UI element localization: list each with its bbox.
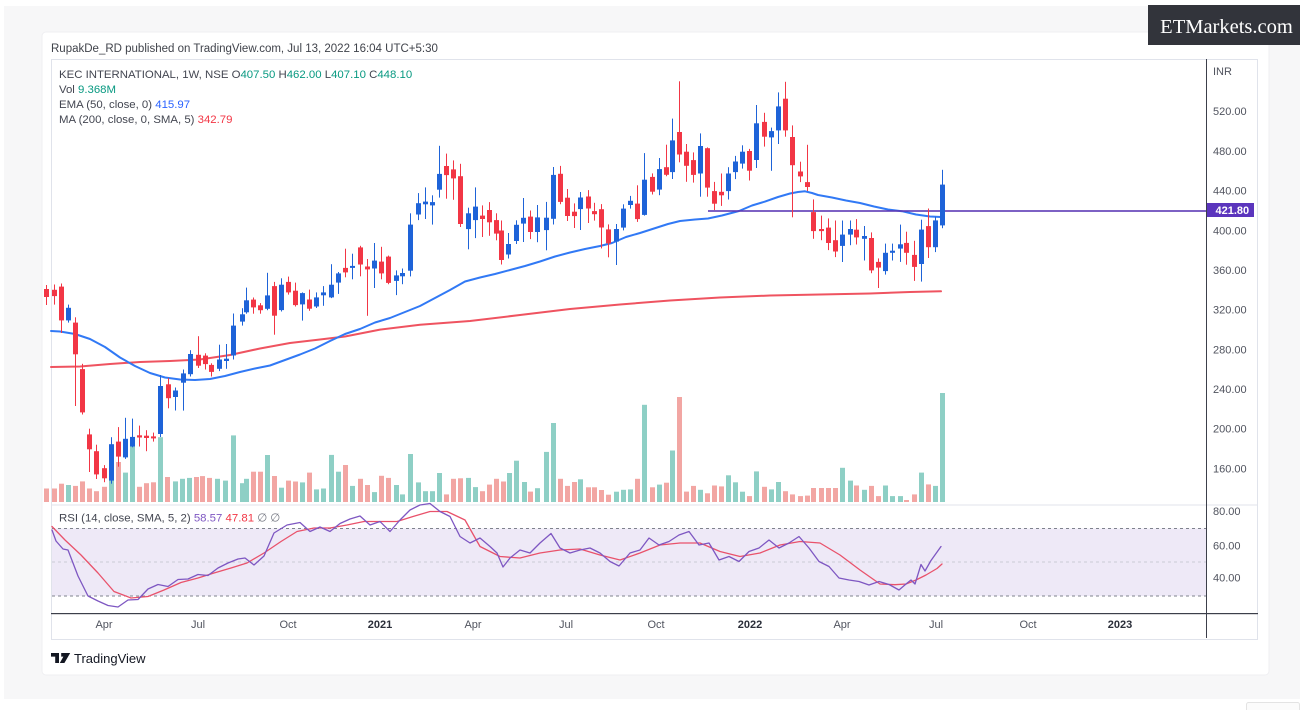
- svg-text:KEC INTERNATIONAL, 1W, NSE O40: KEC INTERNATIONAL, 1W, NSE O407.50 H462.…: [59, 69, 412, 81]
- svg-text:2021: 2021: [368, 619, 392, 631]
- svg-text:Vol 9.368M: Vol 9.368M: [59, 84, 116, 96]
- svg-text:Jul: Jul: [929, 619, 943, 631]
- svg-text:480.00: 480.00: [1213, 146, 1247, 158]
- svg-text:RupakDe_RD published on Tradin: RupakDe_RD published on TradingView.com,…: [51, 43, 438, 55]
- svg-text:80.00: 80.00: [1213, 506, 1241, 518]
- svg-text:Oct: Oct: [1019, 619, 1036, 631]
- svg-text:Oct: Oct: [647, 619, 664, 631]
- svg-text:421.80: 421.80: [1216, 205, 1250, 217]
- svg-text:520.00: 520.00: [1213, 106, 1247, 118]
- svg-text:160.00: 160.00: [1213, 463, 1247, 475]
- svg-text:Jul: Jul: [559, 619, 573, 631]
- svg-text:INR: INR: [1213, 66, 1232, 78]
- svg-text:2023: 2023: [1108, 619, 1132, 631]
- svg-text:60.00: 60.00: [1213, 541, 1241, 553]
- svg-text:TradingView: TradingView: [74, 651, 146, 666]
- svg-text:280.00: 280.00: [1213, 344, 1247, 356]
- svg-text:40.00: 40.00: [1213, 573, 1241, 585]
- svg-text:MA (200, close, 0, SMA, 5) 342: MA (200, close, 0, SMA, 5) 342.79: [59, 114, 232, 126]
- svg-text:EMA (50, close, 0) 415.97: EMA (50, close, 0) 415.97: [59, 99, 190, 111]
- svg-text:Apr: Apr: [95, 619, 112, 631]
- svg-text:320.00: 320.00: [1213, 305, 1247, 317]
- svg-text:RSI (14, close, SMA, 5, 2) 58.: RSI (14, close, SMA, 5, 2) 58.57 47.81 ∅…: [59, 513, 280, 525]
- svg-text:Oct: Oct: [279, 619, 296, 631]
- svg-text:240.00: 240.00: [1213, 384, 1247, 396]
- svg-text:440.00: 440.00: [1213, 186, 1247, 198]
- svg-text:2022: 2022: [738, 619, 762, 631]
- svg-text:200.00: 200.00: [1213, 424, 1247, 436]
- svg-text:360.00: 360.00: [1213, 265, 1247, 277]
- svg-text:Jul: Jul: [191, 619, 205, 631]
- svg-text:400.00: 400.00: [1213, 225, 1247, 237]
- svg-text:Apr: Apr: [833, 619, 850, 631]
- svg-text:ETMarkets.com: ETMarkets.com: [1160, 16, 1293, 38]
- svg-text:Apr: Apr: [464, 619, 481, 631]
